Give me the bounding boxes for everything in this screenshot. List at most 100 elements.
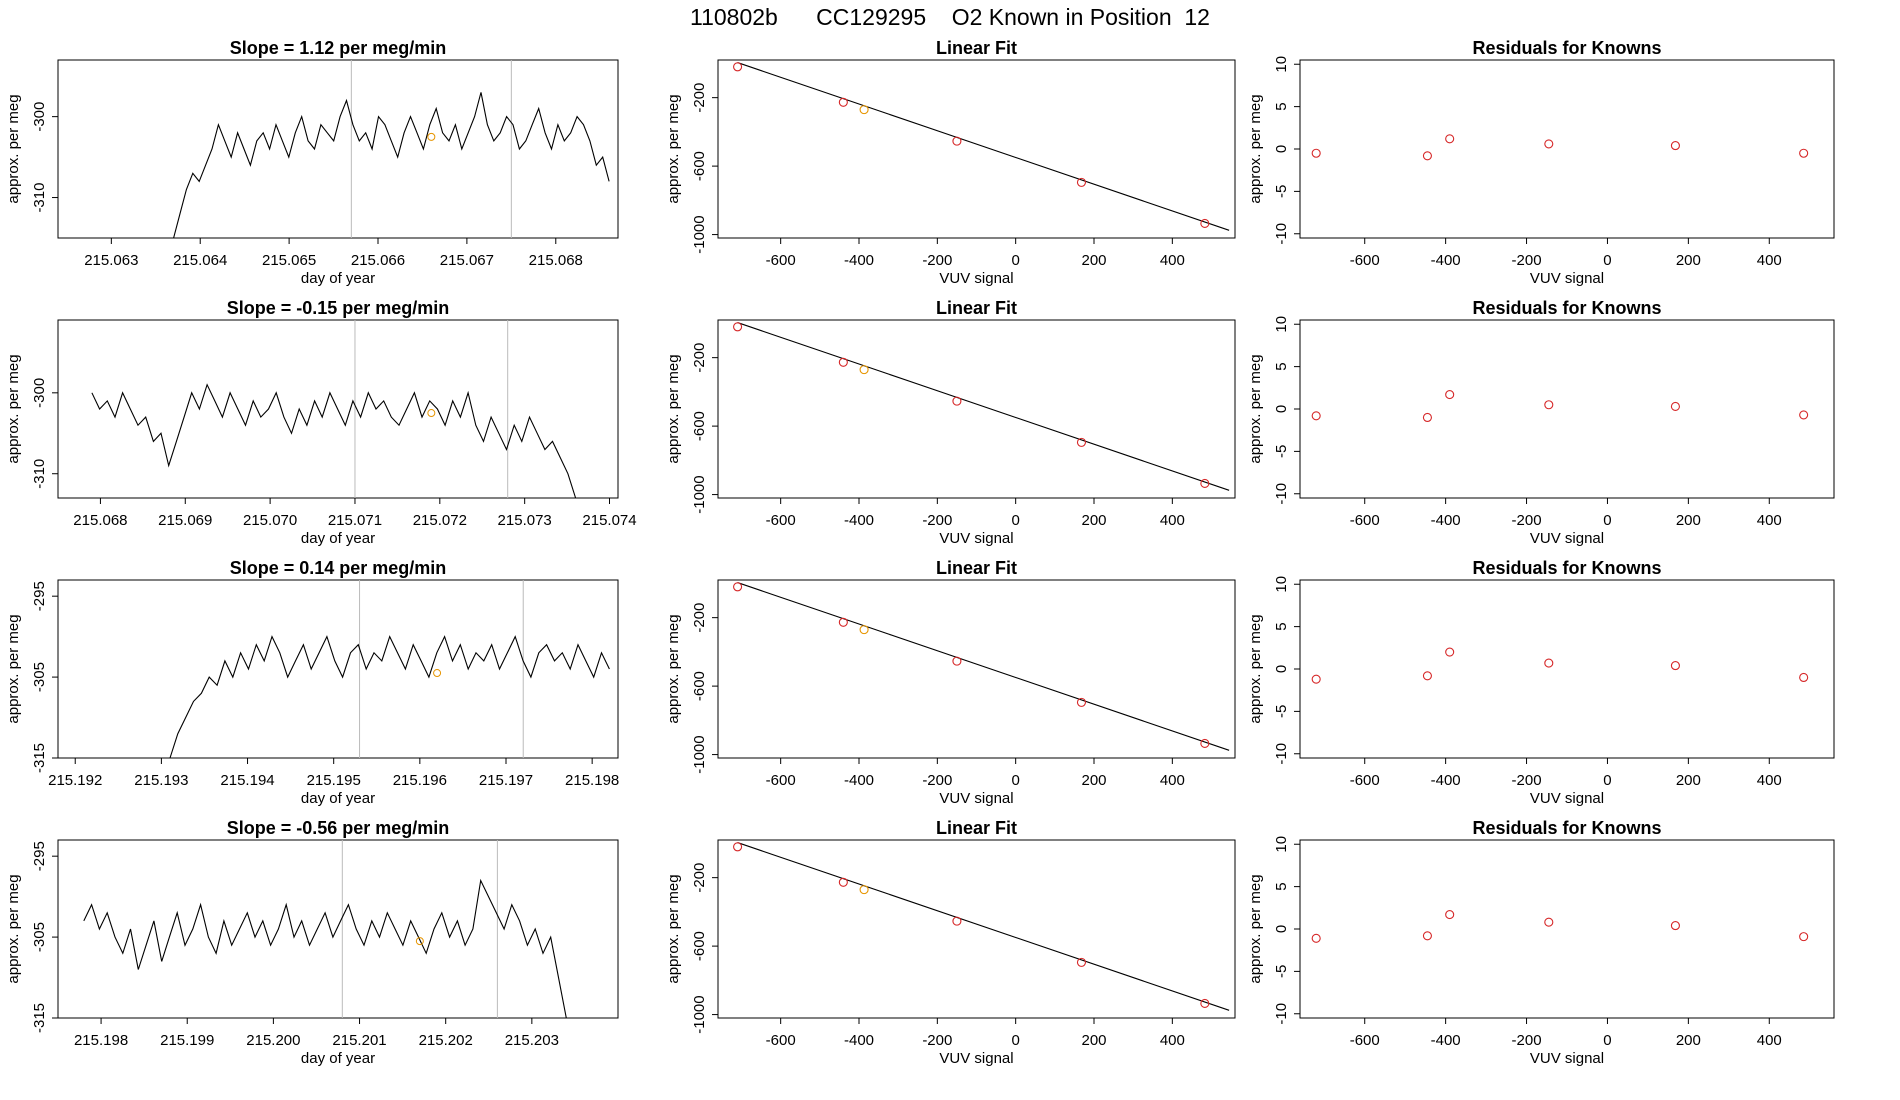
x-tick-label: 200	[1676, 252, 1701, 269]
x-tick-label: 215.074	[582, 512, 636, 529]
x-tick-label: 215.066	[351, 252, 405, 269]
data-point	[1422, 671, 1432, 681]
series-line	[169, 635, 610, 759]
y-tick-label: 5	[1273, 882, 1290, 890]
y-axis-label: approx. per meg	[1247, 874, 1264, 983]
y-tick-label: -5	[1273, 445, 1290, 458]
x-tick-label: 215.068	[73, 512, 127, 529]
data-point	[1544, 400, 1554, 410]
panel-title: Linear Fit	[936, 818, 1017, 838]
x-tick-label: -200	[1512, 772, 1542, 789]
x-tick-label: -400	[1431, 1032, 1461, 1049]
y-tick-label: -305	[31, 922, 48, 952]
y-tick-label: -10	[1273, 1003, 1290, 1025]
x-axis-label: day of year	[301, 270, 375, 287]
x-axis-label: VUV signal	[1530, 270, 1604, 287]
x-tick-label: 215.073	[498, 512, 552, 529]
y-axis-label: approx. per meg	[5, 614, 22, 723]
data-point	[1445, 134, 1455, 144]
x-tick-label: -200	[922, 252, 952, 269]
data-point	[1422, 931, 1432, 941]
x-tick-label: 0	[1603, 252, 1611, 269]
plot-frame	[1299, 319, 1835, 499]
x-tick-label: 215.072	[413, 512, 467, 529]
y-tick-label: 0	[1273, 405, 1290, 413]
x-axis-label: VUV signal	[939, 790, 1013, 807]
y-tick-label: -200	[691, 83, 708, 113]
x-tick-label: 215.203	[505, 1032, 559, 1049]
x-tick-label: 200	[1676, 1032, 1701, 1049]
panel-title: Slope = 1.12 per meg/min	[230, 38, 447, 58]
y-tick-label: -10	[1273, 743, 1290, 765]
y-tick-label: -295	[31, 841, 48, 871]
data-point	[838, 357, 848, 367]
data-point	[1422, 151, 1432, 161]
y-tick-label: -200	[691, 863, 708, 893]
data-point	[1799, 932, 1809, 942]
plot-frame	[1299, 59, 1835, 239]
plot-frame	[717, 839, 1236, 1019]
x-tick-label: 0	[1603, 1032, 1611, 1049]
x-tick-label: 215.197	[479, 772, 533, 789]
y-tick-label: -315	[31, 1003, 48, 1033]
data-point	[1076, 697, 1087, 707]
highlight-point	[859, 625, 869, 635]
y-tick-label: -200	[691, 343, 708, 373]
data-point	[838, 617, 848, 627]
x-tick-label: 0	[1603, 772, 1611, 789]
x-tick-label: 400	[1757, 512, 1782, 529]
y-axis-label: approx. per meg	[665, 614, 682, 723]
timeseries-panel-row-2: Slope = 0.14 per meg/min 215.192 215.193 21…	[5, 558, 619, 807]
data-point	[1311, 411, 1321, 421]
x-tick-label: 400	[1160, 1032, 1185, 1049]
x-tick-label: 200	[1676, 512, 1701, 529]
residuals-panel-row-2: Residuals for Knowns -600 -400 -200 0 200 400 V…	[1247, 558, 1835, 807]
x-tick-label: 400	[1757, 1032, 1782, 1049]
plot-frame	[717, 59, 1236, 239]
fit-line	[737, 322, 1230, 491]
y-tick-label: 5	[1273, 362, 1290, 370]
x-axis-label: VUV signal	[939, 530, 1013, 547]
y-tick-label: 0	[1273, 665, 1290, 673]
x-tick-label: 215.200	[246, 1032, 300, 1049]
plot-frame	[57, 59, 619, 239]
data-point	[733, 322, 743, 332]
x-tick-label: -200	[922, 772, 952, 789]
x-tick-label: -600	[1350, 772, 1380, 789]
x-axis-label: VUV signal	[1530, 530, 1604, 547]
data-point	[1200, 998, 1210, 1009]
x-tick-label: 200	[1081, 512, 1106, 529]
x-tick-label: -600	[1350, 252, 1380, 269]
y-axis-label: approx. per meg	[5, 874, 22, 983]
panel-title: Slope = -0.56 per meg/min	[227, 818, 450, 838]
data-point	[1200, 478, 1210, 489]
y-tick-label: -300	[31, 378, 48, 408]
y-tick-label: 10	[1273, 316, 1290, 333]
x-tick-label: 215.201	[332, 1032, 386, 1049]
y-axis-label: approx. per meg	[665, 874, 682, 983]
x-tick-label: 215.063	[84, 252, 138, 269]
y-tick-label: -600	[691, 931, 708, 961]
x-tick-label: 400	[1757, 252, 1782, 269]
x-tick-label: 215.195	[307, 772, 361, 789]
y-axis-label: approx. per meg	[665, 94, 682, 203]
highlight-point	[859, 365, 869, 375]
y-tick-label: -5	[1273, 705, 1290, 718]
data-point	[1544, 139, 1554, 149]
highlight-point	[859, 105, 869, 115]
panel-title: Residuals for Knowns	[1472, 558, 1661, 578]
data-point	[838, 97, 848, 107]
data-point	[1799, 410, 1809, 420]
x-tick-label: 400	[1160, 772, 1185, 789]
x-tick-label: -200	[1512, 1032, 1542, 1049]
x-axis-label: VUV signal	[1530, 790, 1604, 807]
plot-frame	[1299, 839, 1835, 1019]
y-axis-label: approx. per meg	[1247, 94, 1264, 203]
series-line	[91, 383, 577, 499]
data-point	[1076, 177, 1087, 187]
y-tick-label: -5	[1273, 965, 1290, 978]
x-tick-label: 215.070	[243, 512, 297, 529]
